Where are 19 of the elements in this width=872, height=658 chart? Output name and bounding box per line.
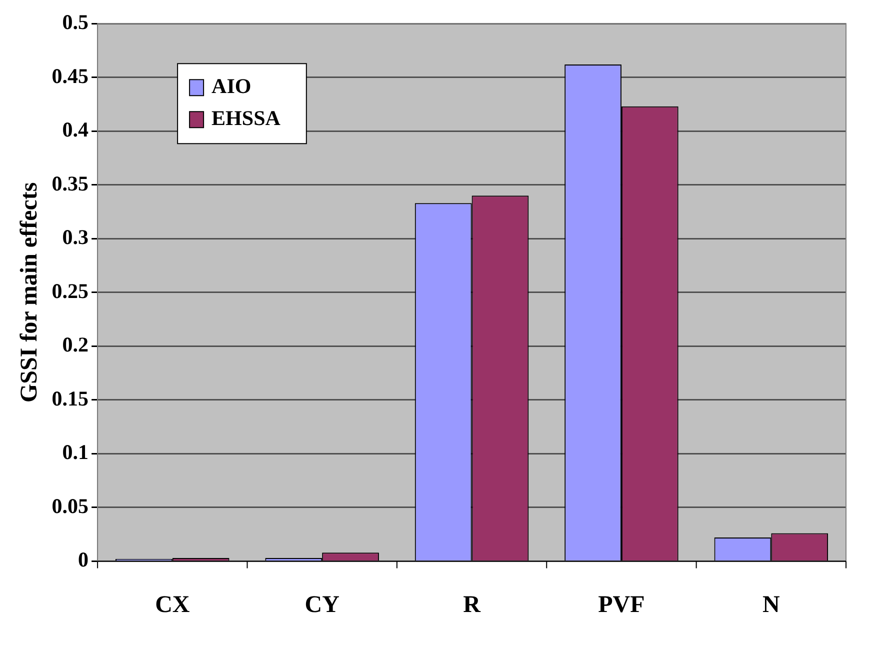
y-tick-label: 0.1: [62, 440, 89, 464]
x-tick-label: CX: [155, 592, 190, 618]
y-tick-label: 0.45: [52, 64, 89, 88]
y-axis-title: GSSI for main effects: [16, 182, 43, 402]
y-tick-label: 0.4: [62, 118, 90, 142]
x-tick-label: N: [762, 592, 780, 618]
y-tick-label: 0.5: [62, 10, 89, 34]
legend-label: EHSSA: [212, 106, 282, 130]
x-tick-label: R: [463, 592, 482, 618]
y-tick-label: 0.35: [52, 171, 89, 196]
y-tick-label: 0.2: [62, 332, 89, 357]
x-tick-label: CY: [304, 592, 340, 618]
legend-label: AIO: [212, 74, 252, 98]
y-tick-label: 0.05: [52, 494, 89, 518]
y-tick-label: 0.15: [52, 386, 89, 410]
y-tick-label: 0.25: [52, 278, 89, 303]
x-tick-label: PVF: [598, 592, 645, 618]
y-tick-label: 0.3: [62, 225, 89, 250]
y-tick-label: 0: [78, 548, 89, 572]
